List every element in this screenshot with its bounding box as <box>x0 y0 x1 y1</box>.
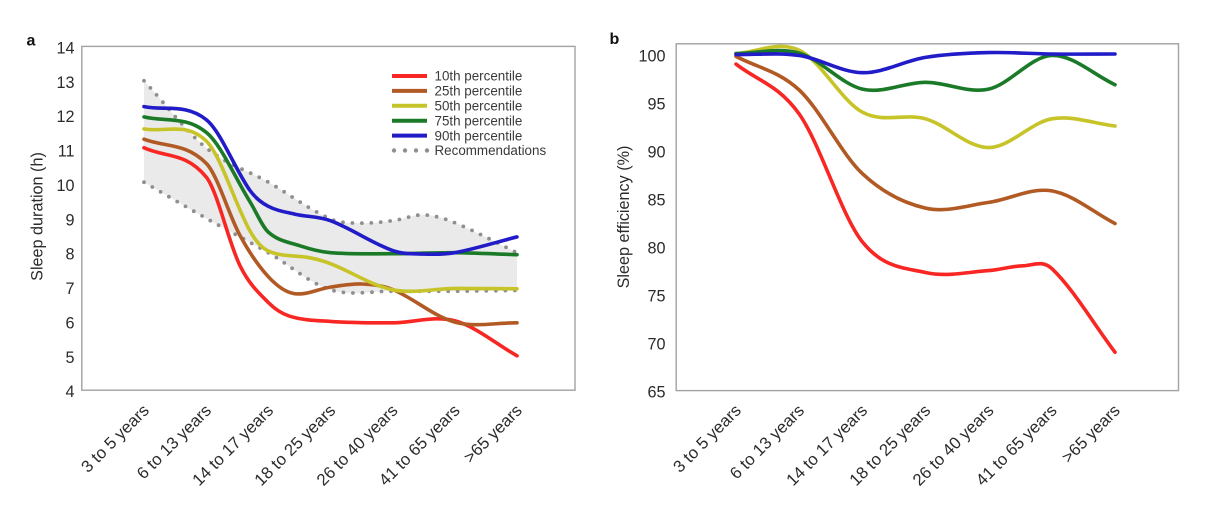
svg-text:13: 13 <box>56 74 74 92</box>
svg-text:70: 70 <box>647 336 665 354</box>
svg-text:10th percentile: 10th percentile <box>435 69 523 84</box>
svg-text:85: 85 <box>647 192 665 210</box>
svg-text:25th percentile: 25th percentile <box>435 84 523 99</box>
svg-text:Sleep duration (h): Sleep duration (h) <box>29 152 47 281</box>
svg-text:4: 4 <box>65 383 74 401</box>
svg-text:9: 9 <box>65 211 74 229</box>
svg-text:8: 8 <box>65 246 74 264</box>
svg-text:10: 10 <box>56 177 74 195</box>
svg-text:7: 7 <box>65 280 74 298</box>
svg-text:Sleep efficiency (%): Sleep efficiency (%) <box>615 146 633 289</box>
svg-text:b: b <box>610 31 620 48</box>
svg-text:Recommendations: Recommendations <box>435 143 547 158</box>
svg-text:80: 80 <box>647 240 665 258</box>
svg-text:90th percentile: 90th percentile <box>435 128 523 143</box>
svg-text:14: 14 <box>56 39 74 57</box>
svg-text:6: 6 <box>65 314 74 332</box>
svg-text:75: 75 <box>647 288 665 306</box>
svg-text:50th percentile: 50th percentile <box>435 99 523 114</box>
svg-text:95: 95 <box>647 96 665 114</box>
svg-text:90: 90 <box>647 144 665 162</box>
svg-text:100: 100 <box>638 48 665 66</box>
svg-text:5: 5 <box>65 349 74 367</box>
svg-text:11: 11 <box>58 143 75 161</box>
svg-text:65: 65 <box>647 384 665 402</box>
svg-text:12: 12 <box>56 108 74 126</box>
svg-text:75th percentile: 75th percentile <box>435 113 523 128</box>
svg-text:a: a <box>27 33 36 50</box>
